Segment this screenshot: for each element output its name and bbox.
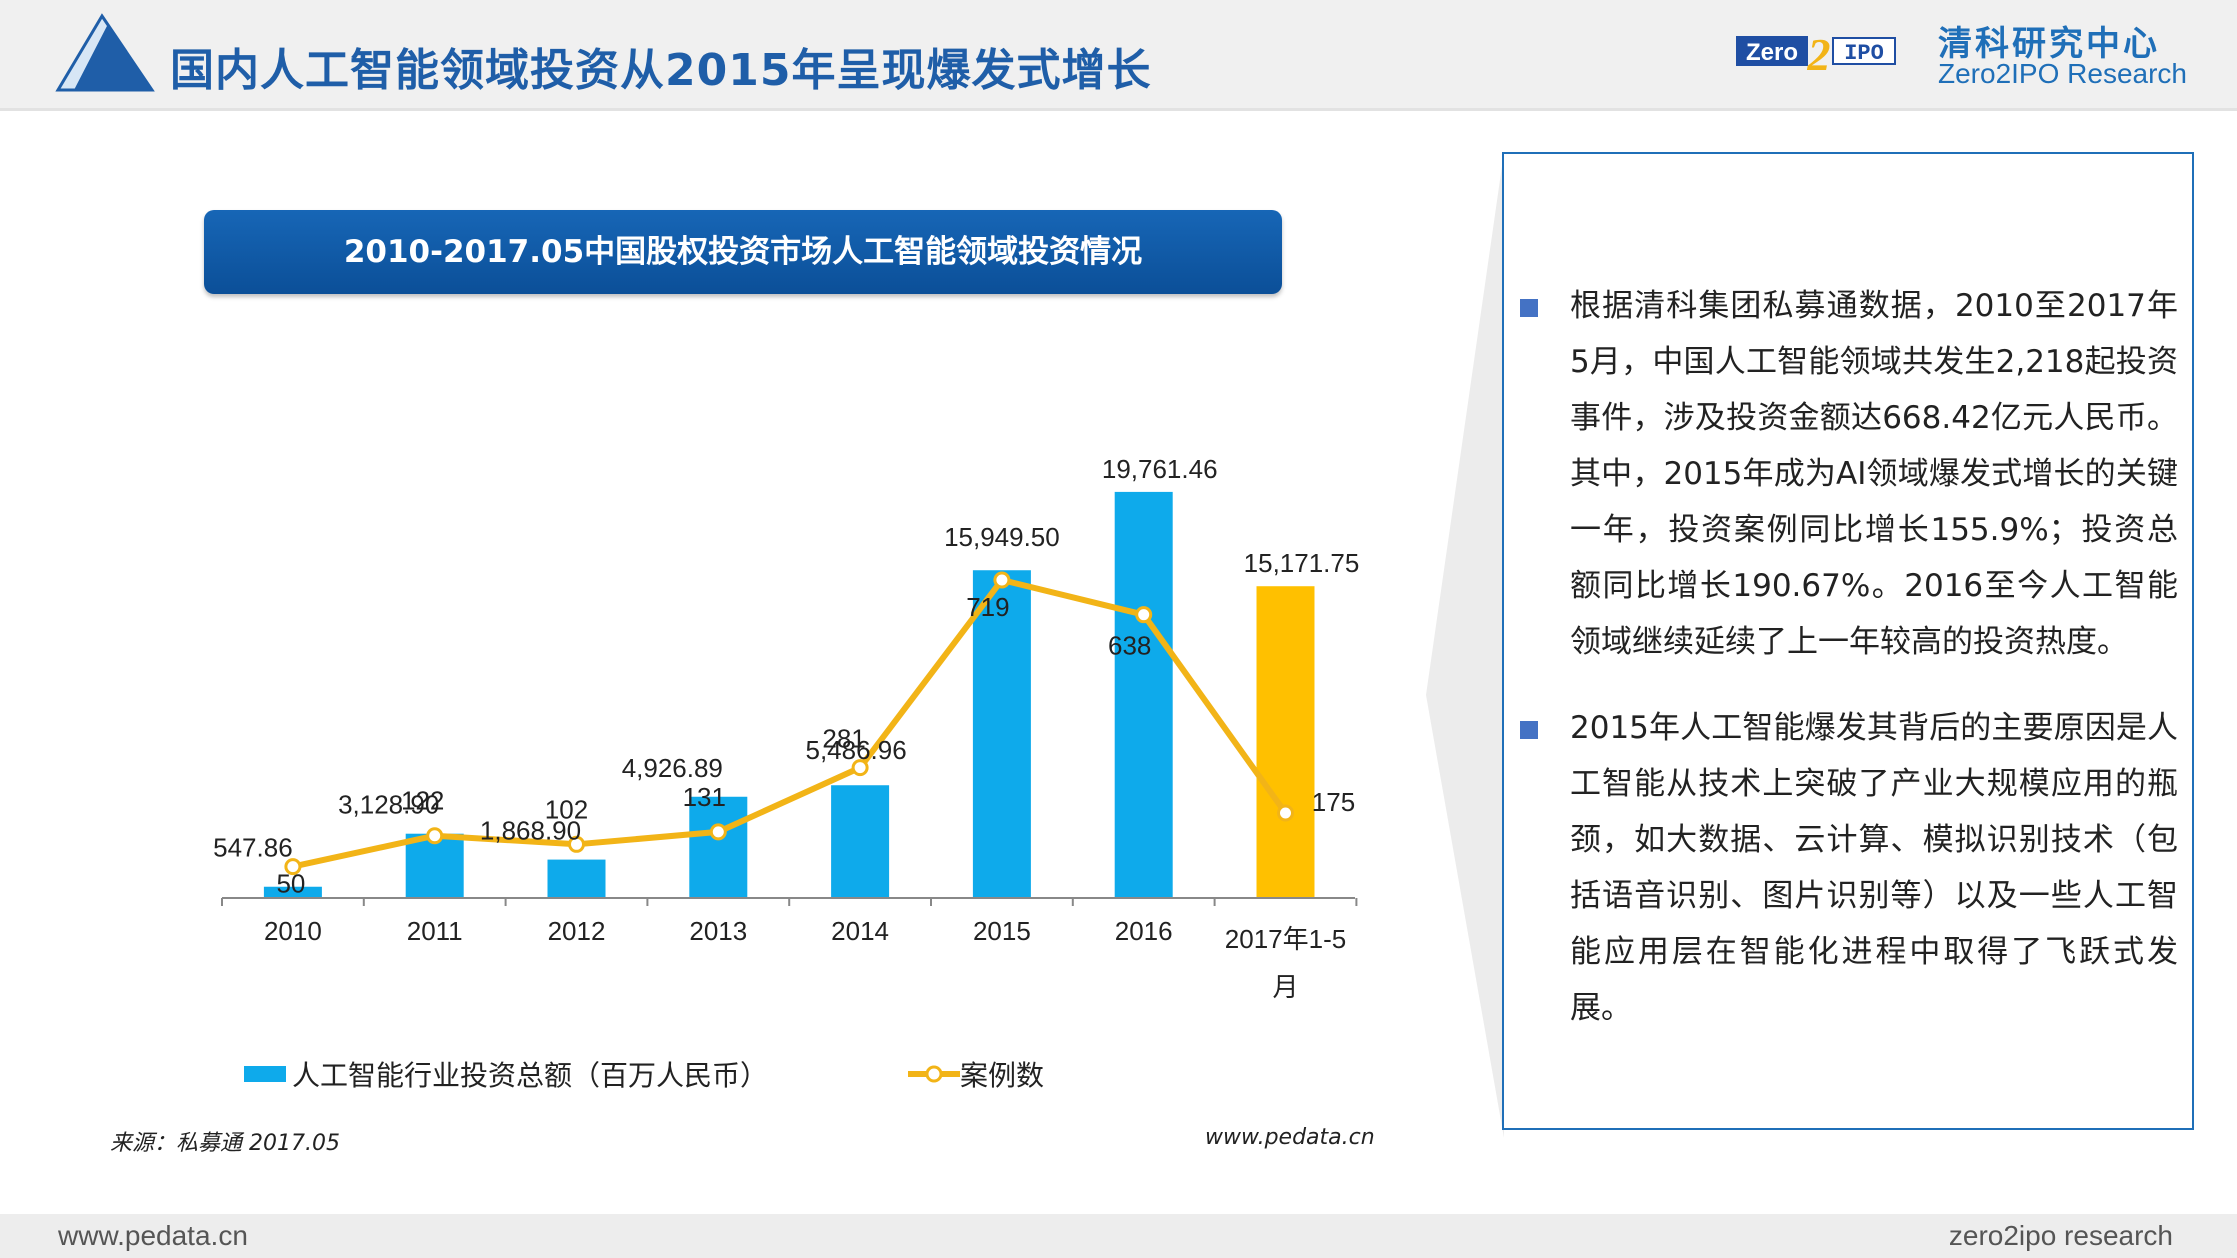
legend-line-swatch [908,1065,960,1083]
footer-bar: www.pedata.cn zero2ipo research [0,1214,2237,1258]
bar-3 [547,859,606,898]
cases-point-6 [993,571,1011,589]
svg-text:Zero: Zero [1746,39,1798,66]
x-tick-label: 2010 [264,916,322,946]
footer-brand: zero2ipo research [1948,1220,2173,1251]
cases-point-3 [568,835,585,853]
bullet-square-icon [1520,299,1538,317]
cases-line [292,576,1288,870]
line-layer [284,571,1294,876]
x-tick-label: 2017年1-5 [1225,924,1346,954]
legend-line-series: 案例数 [908,1056,1044,1092]
bar-8 [1256,586,1315,898]
legend-bar-label: 人工智能行业投资总额（百万人民币） [292,1059,769,1092]
bar-value-label: 15,171.75 [1244,548,1360,578]
x-tick-label: 2013 [689,916,747,946]
cases-value-label: 638 [1108,631,1151,661]
cases-point-1 [284,858,302,876]
ticks-layer [221,898,1358,906]
bar-1 [263,886,322,898]
bar-7 [1114,491,1173,898]
bar-value-label: 15,949.50 [944,522,1060,552]
x-tick-label-cont: 月 [1272,972,1298,1002]
chart-title: 2010-2017.05中国股权投资市场人工智能领域投资情况 [204,210,1282,294]
cases-point-2 [426,827,444,845]
cases-value-label: 281 [822,724,865,754]
cases-value-label: 175 [1312,787,1355,817]
labels-layer: 2010 2011 2012 2013 2014 2015 2016 2017年1-5 月 547… [213,454,1359,1002]
bar-value-label: 3,128.90 [338,790,439,820]
cases-value-label: 102 [545,794,588,824]
cases-point-5 [851,759,869,777]
svg-text:2: 2 [1807,30,1831,74]
bars-layer [263,491,1315,898]
page-title: 国内人工智能领域投资从2015年呈现爆发式增长 [170,45,1152,96]
cases-point-7 [1135,606,1153,624]
bar-value-label: 1,868.90 [480,816,581,846]
investment-chart: 2010 2011 2012 2013 2014 2015 2016 2017年1-5 月 547… [213,454,1359,1002]
bar-6 [972,570,1031,898]
svg-text:IPO: IPO [1844,41,1884,66]
bar-5 [831,785,890,898]
footer-url: www.pedata.cn [58,1220,248,1251]
summary-text-1: 根据清科集团私募通数据，2010至2017年5月，中国人工智能领域共发生2,21… [1570,288,2178,660]
cases-point-8 [1277,804,1294,822]
callout-pointer [1426,152,1504,1138]
legend-bar-series: 人工智能行业投资总额（百万人民币） [244,1056,768,1092]
x-tick-label: 2015 [973,916,1031,946]
cases-point-4 [709,823,727,841]
bar-value-label: 4,926.89 [622,753,723,783]
x-tick-label: 2012 [548,916,606,946]
bar-value-label: 19,761.46 [1102,454,1218,484]
bar-2 [405,833,464,898]
cases-value-label: 122 [401,786,444,816]
cases-value-label: 719 [966,592,1009,622]
cases-value-label: 50 [276,869,305,899]
legend-bar-swatch [244,1066,286,1082]
source-url: www.pedata.cn [1205,1125,1375,1150]
bar-value-label: 547.86 [213,833,293,863]
summary-text-2: 2015年人工智能爆发其背后的主要原因是人工智能从技术上突破了产业大规模应用的瓶… [1570,710,2178,1026]
cases-value-label: 131 [683,782,726,812]
bar-4 [689,796,748,898]
brand-name-en: Zero2IPO Research [1938,58,2187,89]
zero2ipo-logo-icon: Zero 2 IPO [1736,30,1896,74]
x-tick-label: 2014 [831,916,889,946]
triangle-logo-icon [55,13,155,92]
source-note: 来源：私募通 2017.05 [110,1131,340,1156]
header-bar: 国内人工智能领域投资从2015年呈现爆发式增长 Zero 2 IPO 清科研究中… [0,0,2237,111]
legend-line-label: 案例数 [960,1059,1045,1092]
bullet-square-icon [1520,721,1538,739]
summary-panel: 根据清科集团私募通数据，2010至2017年5月，中国人工智能领域共发生2,21… [1502,152,2194,1130]
brand-name-cn: 清科研究中心 [1938,24,2160,64]
bar-value-label: 5,486.96 [805,735,906,765]
x-tick-label: 2016 [1115,916,1173,946]
x-tick-label: 2011 [407,916,463,946]
